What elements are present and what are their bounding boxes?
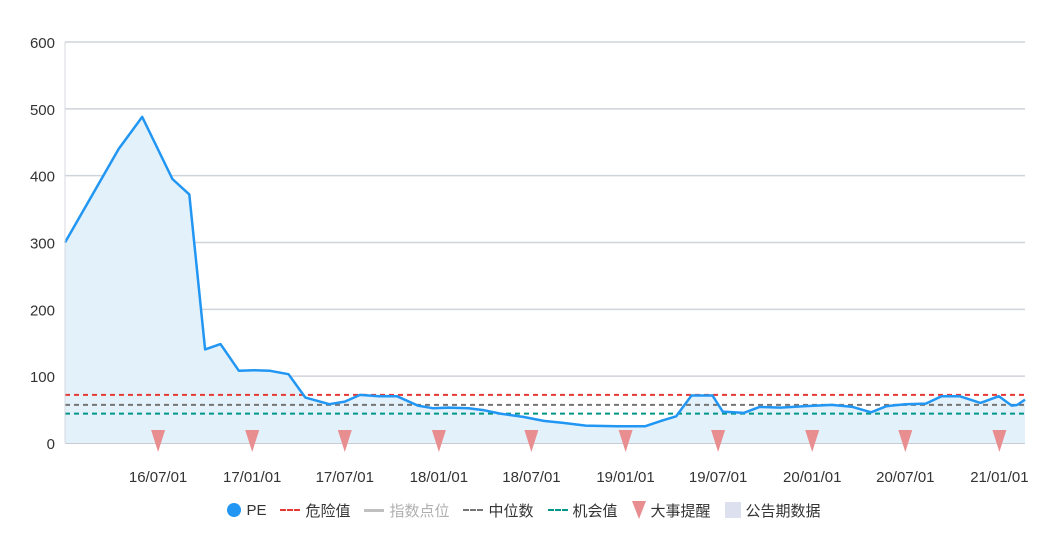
legend-item[interactable]: 中位数	[463, 500, 534, 521]
axes: 0 100 200 300 400 500 600 16/07/01 17/01/01 17/07…	[30, 35, 1029, 486]
series-line-pe	[63, 115, 1026, 428]
legend-label: 指数点位	[389, 502, 450, 520]
legend-label: 中位数	[488, 502, 534, 520]
y-tick-label: 100	[30, 369, 55, 386]
x-tick-label: 20/01/01	[783, 469, 841, 486]
y-tick-label: 0	[47, 436, 55, 453]
event-marker-icon	[898, 430, 913, 452]
legend-swatch-icon	[631, 501, 646, 519]
legend-swatch-icon	[280, 509, 301, 511]
legend-label: 公告期数据	[745, 502, 821, 520]
legend-swatch-icon	[547, 509, 568, 511]
x-tick-label: 18/07/01	[502, 469, 560, 486]
x-tick-label: 20/07/01	[876, 469, 934, 486]
series-layer	[63, 115, 1026, 428]
event-marker-icon	[524, 430, 539, 452]
event-markers	[151, 430, 1007, 452]
event-marker-icon	[992, 430, 1007, 452]
x-tick-label: 17/01/01	[223, 469, 281, 486]
x-tick-label: 17/07/01	[316, 469, 374, 486]
event-marker-icon	[711, 430, 726, 452]
x-tick-label: 18/01/01	[410, 469, 468, 486]
event-marker-icon	[337, 430, 352, 452]
y-tick-label: 600	[30, 35, 55, 52]
y-tick-label: 200	[30, 302, 55, 319]
legend-item[interactable]: 危险值	[280, 500, 350, 521]
chart-legend: PE 危险值 指数点位 中位数 机会值 大事提醒 公告期数据	[0, 496, 1048, 524]
x-tick-label: 19/07/01	[689, 469, 747, 486]
legend-item[interactable]: 公告期数据	[724, 500, 821, 521]
legend-label: PE	[246, 501, 267, 519]
event-marker-icon	[245, 430, 260, 452]
legend-item[interactable]: PE	[227, 502, 266, 519]
reference-lines	[65, 393, 1025, 415]
y-tick-label: 300	[30, 236, 55, 253]
y-tick-label: 400	[30, 169, 55, 186]
event-marker-icon	[151, 430, 166, 452]
event-marker-icon	[431, 430, 446, 452]
x-tick-label: 16/07/01	[129, 469, 187, 486]
event-marker-icon	[618, 430, 633, 452]
legend-item[interactable]: 大事提醒	[631, 500, 711, 521]
x-tick-label: 19/01/01	[596, 469, 654, 486]
legend-swatch-icon	[364, 508, 385, 512]
legend-label: 大事提醒	[650, 502, 711, 520]
area-layer	[65, 116, 1025, 444]
legend-label: 机会值	[572, 502, 618, 520]
event-marker-icon	[805, 430, 820, 452]
legend-item[interactable]: 指数点位	[364, 500, 449, 521]
series-area-pe	[65, 116, 1025, 444]
legend-swatch-icon	[227, 503, 242, 517]
legend-label: 危险值	[305, 502, 351, 520]
legend-swatch-icon	[724, 502, 741, 518]
y-tick-label: 500	[30, 102, 55, 119]
legend-item[interactable]: 机会值	[547, 500, 618, 521]
legend-swatch-icon	[463, 509, 484, 511]
x-tick-label: 21/01/01	[970, 469, 1028, 486]
